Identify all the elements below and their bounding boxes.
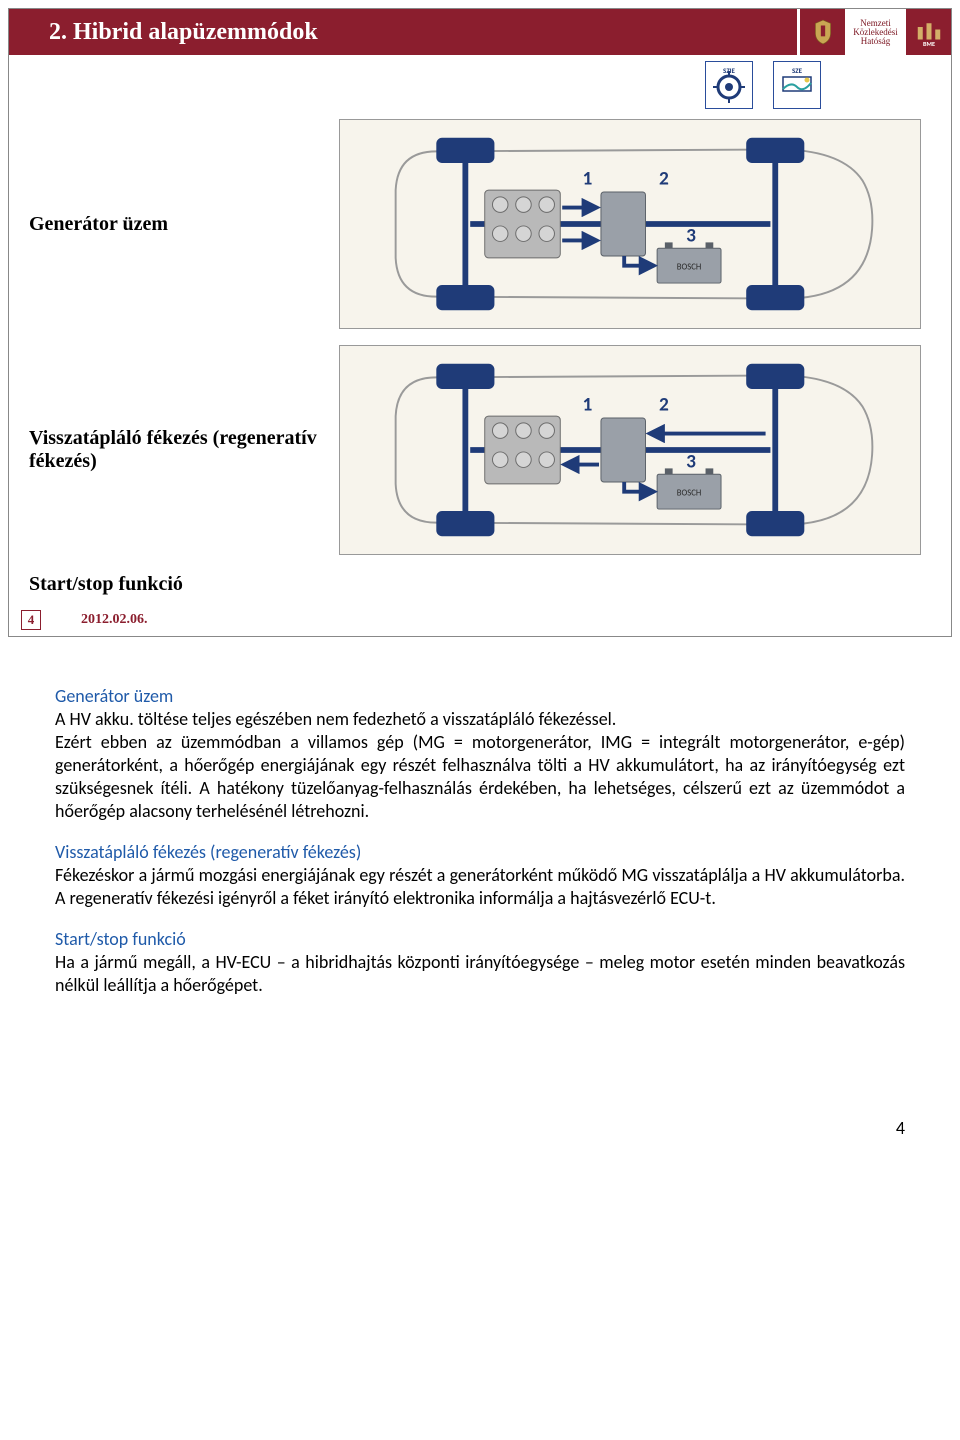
heading-generator: Generátor üzem bbox=[55, 685, 905, 708]
slide-date: 2012.02.06. bbox=[81, 612, 148, 628]
bme-logo-icon: BME bbox=[905, 9, 951, 55]
label-startstop: Start/stop funkció bbox=[19, 573, 339, 596]
svg-text:2: 2 bbox=[659, 167, 669, 190]
row-generator: Generátor üzem bbox=[19, 119, 941, 329]
svg-text:BOSCH: BOSCH bbox=[677, 489, 702, 499]
svg-text:2: 2 bbox=[659, 393, 669, 416]
label-generator: Generátor üzem bbox=[19, 213, 339, 236]
para-4: Ha a jármű megáll, a HV-ECU – a hibridha… bbox=[55, 951, 905, 997]
heading-startstop: Start/stop funkció bbox=[55, 928, 905, 951]
diagram-regen: BOSCH 1 2 3 bbox=[339, 345, 921, 555]
svg-text:SZE: SZE bbox=[792, 66, 803, 75]
svg-text:BOSCH: BOSCH bbox=[677, 263, 702, 273]
slide: 2. Hibrid alapüzemmódok NemzetiKözlekedé… bbox=[8, 8, 952, 637]
titlebar-logos: NemzetiKözlekedésiHatóság BME bbox=[797, 9, 951, 55]
para-3: Fékezéskor a jármű mozgási energiájának … bbox=[55, 864, 905, 910]
slide-titlebar: 2. Hibrid alapüzemmódok NemzetiKözlekedé… bbox=[9, 9, 951, 55]
para-1: A HV akku. töltése teljes egészében nem … bbox=[55, 708, 905, 731]
svg-text:BME: BME bbox=[922, 40, 934, 47]
slide-title: 2. Hibrid alapüzemmódok bbox=[9, 9, 797, 55]
svg-text:3: 3 bbox=[686, 450, 696, 473]
crest-icon bbox=[799, 9, 845, 55]
page-number: 4 bbox=[0, 997, 960, 1149]
body-text: Generátor üzem A HV akku. töltése teljes… bbox=[0, 637, 960, 997]
slide-body: SZIE SZE Generátor üzem bbox=[9, 55, 951, 604]
svg-text:3: 3 bbox=[686, 224, 696, 247]
top-logos: SZIE SZE bbox=[705, 61, 821, 109]
heading-regen: Visszatápláló fékezés (regeneratív fékez… bbox=[55, 841, 905, 864]
slide-page-number: 4 bbox=[21, 610, 41, 630]
diagram-generator: BOSCH 1 2 3 bbox=[339, 119, 921, 329]
slide-footer: 4 2012.02.06. bbox=[9, 604, 951, 636]
row-startstop: Start/stop funkció bbox=[19, 573, 941, 596]
logo-szie-icon: SZIE bbox=[705, 61, 753, 109]
label-regen: Visszatápláló fékezés (regeneratív fékez… bbox=[19, 427, 339, 473]
para-2: Ezért ebben az üzemmódban a villamos gép… bbox=[55, 731, 905, 823]
svg-text:1: 1 bbox=[583, 167, 593, 190]
nkh-logo: NemzetiKözlekedésiHatóság bbox=[845, 9, 905, 55]
row-regen: Visszatápláló fékezés (regeneratív fékez… bbox=[19, 345, 941, 555]
logo-sze-icon: SZE bbox=[773, 61, 821, 109]
svg-text:1: 1 bbox=[583, 393, 593, 416]
